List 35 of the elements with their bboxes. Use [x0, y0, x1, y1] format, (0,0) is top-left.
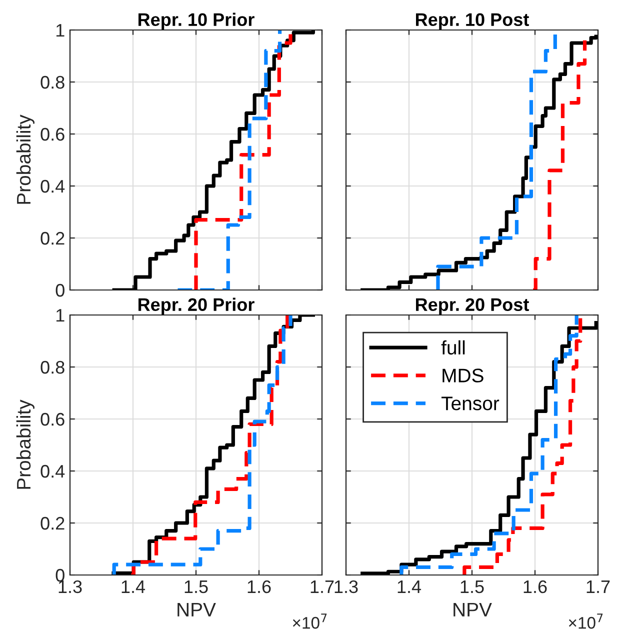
y-tick-label: 0: [56, 284, 64, 297]
y-tick-label: 0.8: [40, 76, 64, 89]
x-tick-label: 1.7: [310, 580, 334, 593]
y-tick-label: 1: [56, 309, 64, 322]
text: ×10$^{7}$: [568, 614, 603, 629]
x-tick-label: 1.3: [334, 580, 358, 594]
chart-title: Repr. 10 Post: [416, 13, 529, 30]
y-axis-title: Probability: [16, 400, 34, 489]
legend-label: full: [441, 340, 465, 355]
y-tick-label: 0.6: [40, 128, 64, 141]
x-tick-label: 1.7: [586, 580, 610, 593]
y-tick-label: 1: [56, 24, 64, 37]
x-tick-label: 1.5: [184, 580, 208, 594]
x-axis-title: NPV: [178, 602, 216, 616]
x-tick-label: 1.6: [524, 580, 547, 594]
x-tick-label: 1.4: [398, 580, 422, 593]
x-tick-label: 1.5: [460, 580, 484, 594]
y-tick-label: 0.4: [40, 180, 65, 193]
x-tick-label: 1.3: [58, 580, 82, 594]
chart-title: Repr. 20 Prior: [138, 298, 254, 315]
chart-title: Repr. 10 Prior: [138, 12, 254, 30]
y-axis-title: Probability: [16, 114, 34, 204]
text: ×10$^{7}$: [292, 614, 327, 629]
x-axis-title: NPV: [454, 602, 492, 616]
y-tick-label: 0.8: [40, 360, 64, 374]
x-tick-label: 1.4: [122, 580, 146, 593]
legend-label: MDS: [442, 368, 484, 382]
y-tick-label: 0.2: [40, 516, 64, 530]
legend-label: Tensor: [441, 396, 500, 410]
x-tick-label: 1.6: [248, 580, 271, 594]
y-tick-label: 0.2: [40, 232, 64, 245]
y-tick-label: 0.6: [40, 412, 64, 426]
y-tick-label: 0.4: [40, 464, 65, 478]
y-tick-label: 0: [56, 568, 64, 582]
chart-title: Repr. 20 Post: [416, 298, 529, 315]
